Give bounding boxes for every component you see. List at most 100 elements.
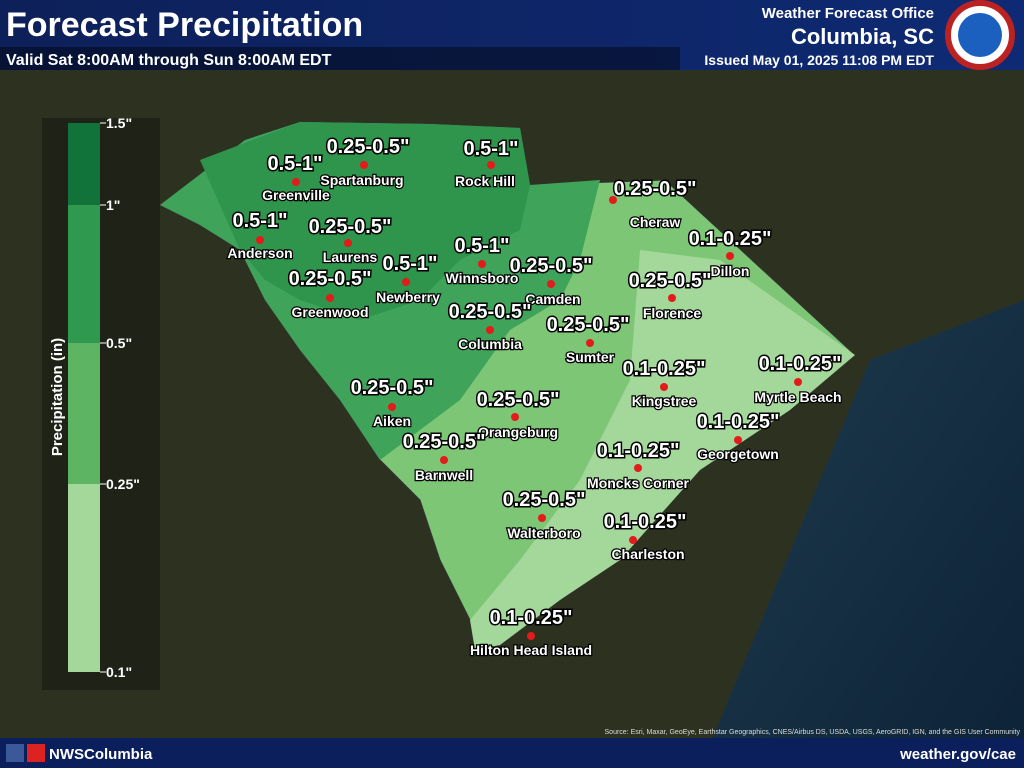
city-amount: 0.25-0.5" (614, 178, 697, 200)
city-amount: 0.25-0.5" (510, 255, 593, 277)
city-name: Moncks Corner (587, 475, 689, 491)
city-amount: 0.1-0.25" (759, 353, 842, 375)
city-amount: 0.25-0.5" (403, 431, 486, 453)
facebook-icon[interactable] (6, 744, 24, 762)
city-dot (586, 339, 594, 347)
city-name: Laurens (323, 249, 378, 265)
legend-panel (42, 118, 160, 690)
city-amount: 0.25-0.5" (327, 136, 410, 158)
city-name: Dillon (711, 263, 750, 279)
city-amount: 0.1-0.25" (597, 440, 680, 462)
city-amount: 0.25-0.5" (477, 389, 560, 411)
city-name: Camden (525, 291, 580, 307)
city-dot (794, 378, 802, 386)
city-name: Rock Hill (455, 173, 515, 189)
city-name: Cheraw (630, 214, 681, 230)
city-dot (326, 294, 334, 302)
social[interactable]: NWSColumbia (49, 746, 153, 763)
city-amount: 0.25-0.5" (449, 301, 532, 323)
legend-title: Precipitation (in) (49, 338, 66, 456)
legend-tick-label: 1" (106, 197, 120, 213)
city-name: Florence (643, 305, 702, 321)
city-dot (629, 536, 637, 544)
city-name: Aiken (373, 413, 411, 429)
city-dot (486, 326, 494, 334)
city-dot (726, 252, 734, 260)
city-name: Columbia (458, 336, 522, 352)
city-dot (256, 236, 264, 244)
city-dot (547, 280, 555, 288)
city-amount: 0.1-0.25" (697, 411, 780, 433)
source: Source: Esri, Maxar, GeoEye, Earthstar G… (605, 729, 1021, 736)
office: Weather Forecast Office (762, 5, 934, 22)
city-dot (734, 436, 742, 444)
city-name: Anderson (227, 245, 292, 261)
city-name: Kingstree (632, 393, 697, 409)
city-amount: 0.25-0.5" (547, 314, 630, 336)
city-dot (527, 632, 535, 640)
city-amount: 0.1-0.25" (689, 228, 772, 250)
legend-swatch (68, 343, 100, 484)
legend-swatch (68, 205, 100, 343)
city-amount: 0.25-0.5" (351, 377, 434, 399)
zone-light (470, 250, 855, 650)
city-name: Walterboro (507, 525, 580, 541)
title: Forecast Precipitation (6, 6, 363, 44)
city-amount: 0.25-0.5" (629, 270, 712, 292)
city-name: Newberry (376, 289, 440, 305)
website[interactable]: weather.gov/cae (899, 746, 1016, 763)
city-name: Spartanburg (320, 172, 403, 188)
city-amount: 0.1-0.25" (623, 358, 706, 380)
issued: Issued May 01, 2025 11:08 PM EDT (704, 52, 934, 68)
city-name: Charleston (611, 546, 684, 562)
location: Columbia, SC (791, 24, 934, 49)
legend-tick-label: 1.5" (106, 115, 132, 131)
zone-heavy (200, 122, 530, 320)
city-dot (292, 178, 300, 186)
subtitle-band (0, 47, 680, 70)
city-name: Greenville (262, 187, 330, 203)
footer-band (0, 738, 1024, 768)
legend-swatch (68, 484, 100, 672)
city-name: Sumter (566, 349, 615, 365)
city-amount: 0.5-1" (382, 253, 437, 275)
city-dot (440, 456, 448, 464)
youtube-icon[interactable] (27, 744, 45, 762)
city-name: Winnsboro (446, 270, 519, 286)
city-name: Georgetown (697, 446, 779, 462)
header-band (0, 0, 1024, 70)
city-amount: 0.1-0.25" (490, 607, 573, 629)
city-dot (660, 383, 668, 391)
city-amount: 0.25-0.5" (503, 489, 586, 511)
city-dot (668, 294, 676, 302)
city-amount: 0.25-0.5" (309, 216, 392, 238)
legend-swatch (68, 123, 100, 205)
city-amount: 0.5-1" (267, 153, 322, 175)
city-dot (609, 196, 617, 204)
city-dot (388, 403, 396, 411)
city-dot (402, 278, 410, 286)
city-name: Orangeburg (478, 424, 558, 440)
city-dot (360, 161, 368, 169)
city-dot (344, 239, 352, 247)
nws-logo-inner (958, 13, 1002, 57)
city-dot (538, 514, 546, 522)
legend-tick-label: 0.5" (106, 335, 132, 351)
city-dot (634, 464, 642, 472)
city-amount: 0.5-1" (454, 235, 509, 257)
subtitle: Valid Sat 8:00AM through Sun 8:00AM EDT (6, 52, 332, 69)
city-amount: 0.25-0.5" (289, 268, 372, 290)
legend-tick-label: 0.1" (106, 664, 132, 680)
city-name: Myrtle Beach (754, 389, 841, 405)
legend-tick-label: 0.25" (106, 476, 140, 492)
city-amount: 0.5-1" (463, 138, 518, 160)
city-dot (511, 413, 519, 421)
city-name: Greenwood (291, 304, 368, 320)
ocean (700, 300, 1024, 768)
city-dot (478, 260, 486, 268)
city-dot (487, 161, 495, 169)
city-amount: 0.5-1" (232, 210, 287, 232)
city-amount: 0.1-0.25" (604, 511, 687, 533)
